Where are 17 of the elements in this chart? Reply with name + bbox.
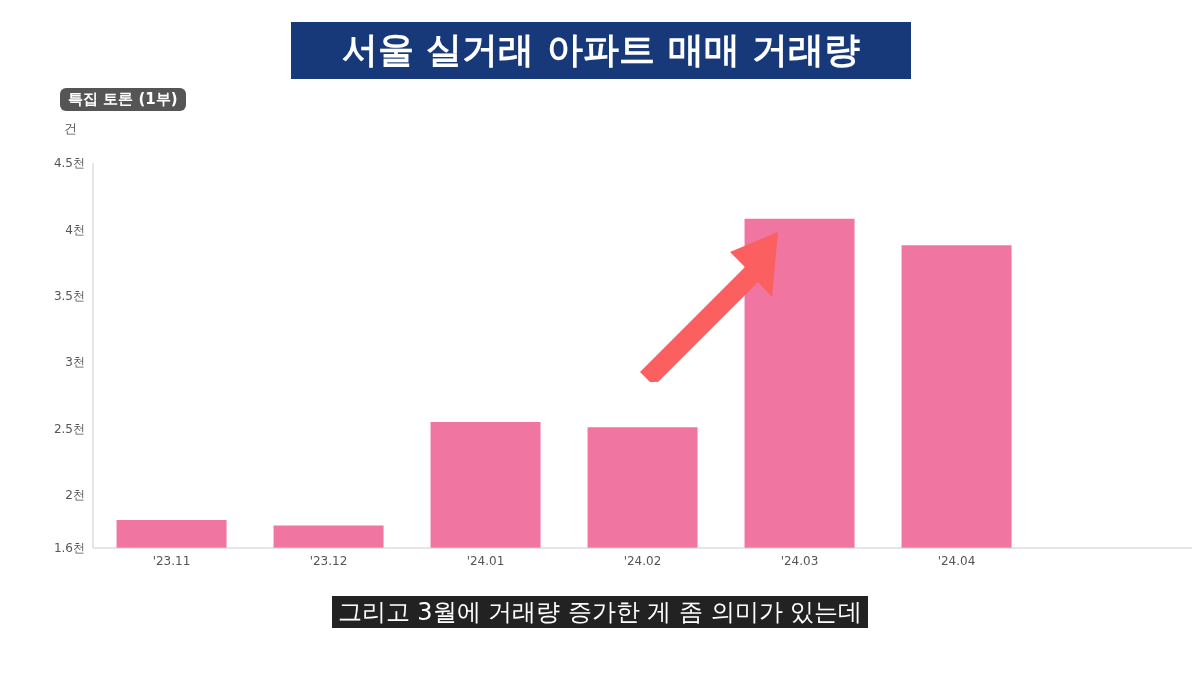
y-tick-label: 1.6천 bbox=[53, 541, 85, 556]
y-tick-label: 2천 bbox=[65, 488, 85, 503]
x-tick-label: '24.03 bbox=[780, 553, 819, 568]
x-tick-label: '23.12 bbox=[309, 553, 348, 568]
y-tick-label: 4.5천 bbox=[53, 156, 85, 171]
y-axis-title: 건 bbox=[64, 120, 77, 138]
y-tick-label: 3.5천 bbox=[53, 289, 85, 304]
y-tick-label: 3천 bbox=[65, 355, 85, 370]
x-tick-label: '23.11 bbox=[152, 553, 191, 568]
x-tick-label: '24.02 bbox=[623, 553, 662, 568]
y-tick-label: 2.5천 bbox=[53, 421, 85, 436]
chart-title: 서울 실거래 아파트 매매 거래량 bbox=[291, 22, 911, 79]
x-tick-label: '24.01 bbox=[466, 553, 505, 568]
y-tick-label: 4천 bbox=[65, 222, 85, 237]
text: 특집 토론 (1부) bbox=[60, 88, 186, 111]
x-tick-label: '24.04 bbox=[937, 553, 976, 568]
text: 그리고 3월에 거래량 증가한 게 좀 의미가 있는데 bbox=[331, 596, 869, 628]
